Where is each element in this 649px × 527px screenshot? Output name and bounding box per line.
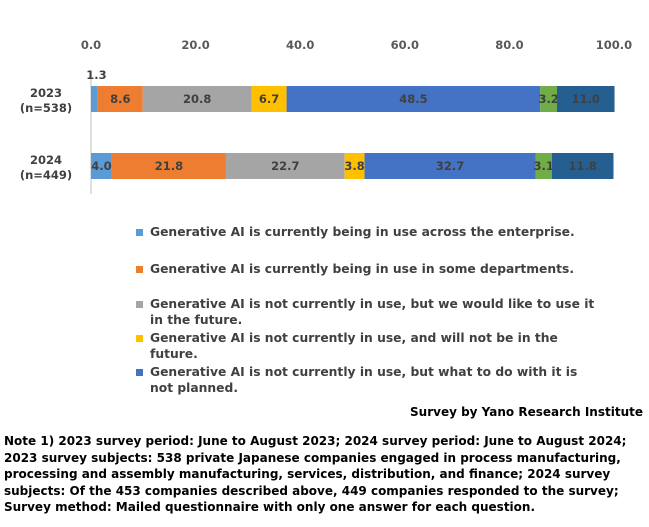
bar-segment <box>344 153 365 179</box>
category-label: 2023 (n=538) <box>20 86 72 115</box>
legend-label: Generative AI is not currently in use, b… <box>150 365 578 395</box>
legend-label: Generative AI is currently being in use … <box>150 225 575 239</box>
source-credit: Survey by Yano Research Institute <box>410 405 643 419</box>
bar-segment <box>91 153 112 179</box>
legend-label: Generative AI is not currently in use, a… <box>150 331 558 361</box>
bar-segment <box>91 86 98 112</box>
data-label: 3.8 <box>344 159 364 173</box>
x-tick-label: 60.0 <box>391 38 419 52</box>
legend-label: Generative AI is currently being in use … <box>150 262 575 276</box>
bar-segment <box>540 86 557 112</box>
legend-item: Generative AI is currently being in use … <box>136 261 600 277</box>
bar-segment <box>551 153 614 179</box>
data-label: 21.8 <box>155 159 183 173</box>
data-label: 8.6 <box>110 92 130 106</box>
legend-swatch <box>136 335 143 342</box>
bar-segment <box>111 153 226 179</box>
bar-segment <box>364 153 536 179</box>
x-tick-label: 0.0 <box>81 38 101 52</box>
bar-segment <box>251 86 287 112</box>
x-tick-label: 100.0 <box>596 38 632 52</box>
bar-segment <box>225 153 345 179</box>
bar-segment <box>97 86 143 112</box>
legend-swatch <box>136 266 143 273</box>
data-label: 11.8 <box>568 159 596 173</box>
legend-swatch <box>136 369 143 376</box>
legend-swatch <box>136 301 143 308</box>
x-tick-label: 20.0 <box>181 38 209 52</box>
category-label: 2024 (n=449) <box>20 153 72 182</box>
x-tick-label: 80.0 <box>495 38 523 52</box>
legend-item: Generative AI is not currently in use, b… <box>136 364 600 396</box>
legend-item: Generative AI is not currently in use, b… <box>136 296 600 328</box>
data-label: 48.5 <box>399 92 427 106</box>
legend-label: Generative AI is not currently in use, b… <box>150 297 595 327</box>
x-tick-label: 40.0 <box>286 38 314 52</box>
data-label: 11.0 <box>572 92 600 106</box>
data-label: 6.7 <box>259 92 279 106</box>
stacked-bar-chart: 0.0 20.0 40.0 60.0 80.0 100.0 2023 (n=538) 2024(… <box>20 38 632 194</box>
survey-note: Note 1) 2023 survey period: June to Augu… <box>4 434 627 514</box>
bar-segment <box>142 86 252 112</box>
legend-item: Generative AI is not currently in use, a… <box>136 330 600 362</box>
data-label: 20.8 <box>183 92 211 106</box>
data-label: 1.3 <box>86 68 106 82</box>
data-label: 22.7 <box>271 159 299 173</box>
bar-segment <box>556 86 615 112</box>
data-label: 32.7 <box>436 159 464 173</box>
data-label: 3.1 <box>533 159 553 173</box>
legend-swatch <box>136 229 143 236</box>
legend-item: Generative AI is currently being in use … <box>136 224 600 240</box>
bar-segment <box>286 86 541 112</box>
data-label: 3.2 <box>538 92 558 106</box>
bar-segment <box>535 153 552 179</box>
data-label: 4.0 <box>91 159 111 173</box>
